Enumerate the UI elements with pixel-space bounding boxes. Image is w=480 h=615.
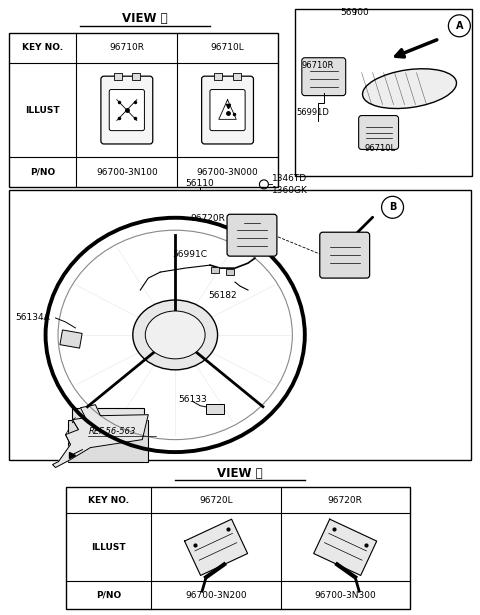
- Bar: [132, 73, 140, 80]
- Text: 56991D: 56991D: [297, 108, 330, 117]
- Text: 96700-3N200: 96700-3N200: [185, 590, 247, 600]
- Bar: [9, 190, 471, 459]
- Text: 56900: 56900: [340, 8, 369, 17]
- FancyBboxPatch shape: [227, 214, 277, 256]
- Text: 1346TD: 1346TD: [272, 174, 307, 183]
- Bar: [9, 33, 278, 188]
- Bar: [211, 267, 219, 273]
- Text: 56991C: 56991C: [172, 250, 207, 259]
- Text: 96710R: 96710R: [109, 43, 144, 52]
- FancyBboxPatch shape: [302, 58, 346, 95]
- Text: 96710L: 96710L: [211, 43, 244, 52]
- Text: VIEW Ⓑ: VIEW Ⓑ: [217, 467, 263, 480]
- Bar: [60, 330, 82, 348]
- Text: 56134A: 56134A: [16, 314, 50, 322]
- Bar: [206, 403, 224, 414]
- Text: 96700-3N300: 96700-3N300: [314, 590, 376, 600]
- Text: A: A: [456, 21, 463, 31]
- Text: ILLUST: ILLUST: [25, 106, 60, 114]
- Polygon shape: [185, 519, 248, 576]
- Text: P/NO: P/NO: [30, 168, 55, 177]
- Ellipse shape: [145, 311, 205, 359]
- Bar: [72, 408, 144, 422]
- Text: 96720L: 96720L: [199, 496, 233, 505]
- Text: P/NO: P/NO: [96, 590, 121, 600]
- Text: 56182: 56182: [208, 290, 237, 300]
- Text: 56110: 56110: [186, 179, 215, 188]
- Bar: [114, 73, 121, 80]
- Ellipse shape: [362, 69, 456, 108]
- Text: 56133: 56133: [178, 395, 207, 404]
- Text: REF.56-563: REF.56-563: [88, 427, 136, 436]
- FancyBboxPatch shape: [202, 76, 253, 144]
- FancyBboxPatch shape: [101, 76, 153, 144]
- Text: 96710R: 96710R: [302, 62, 334, 70]
- Bar: [69, 419, 148, 461]
- Text: B: B: [389, 202, 396, 212]
- Text: 96720R: 96720R: [190, 214, 225, 223]
- Text: 96700-3N000: 96700-3N000: [197, 168, 258, 177]
- Text: 96720R: 96720R: [328, 496, 362, 505]
- Bar: [65, 488, 409, 609]
- Polygon shape: [314, 519, 377, 576]
- Bar: [233, 73, 240, 80]
- FancyBboxPatch shape: [359, 116, 398, 149]
- Text: ILLUST: ILLUST: [91, 543, 126, 552]
- Text: 96700-3N100: 96700-3N100: [96, 168, 158, 177]
- Polygon shape: [52, 405, 148, 467]
- Text: KEY NO.: KEY NO.: [22, 43, 63, 52]
- Bar: [226, 269, 234, 275]
- Text: VIEW Ⓐ: VIEW Ⓐ: [122, 12, 168, 25]
- FancyBboxPatch shape: [109, 90, 144, 130]
- Text: 1360GK: 1360GK: [272, 186, 308, 195]
- FancyBboxPatch shape: [210, 90, 245, 130]
- FancyBboxPatch shape: [320, 232, 370, 278]
- Bar: [295, 9, 472, 177]
- Text: KEY NO.: KEY NO.: [88, 496, 129, 505]
- Text: 96710L: 96710L: [365, 144, 396, 153]
- Bar: [215, 73, 222, 80]
- Ellipse shape: [133, 300, 217, 370]
- Text: 96720L: 96720L: [330, 251, 363, 260]
